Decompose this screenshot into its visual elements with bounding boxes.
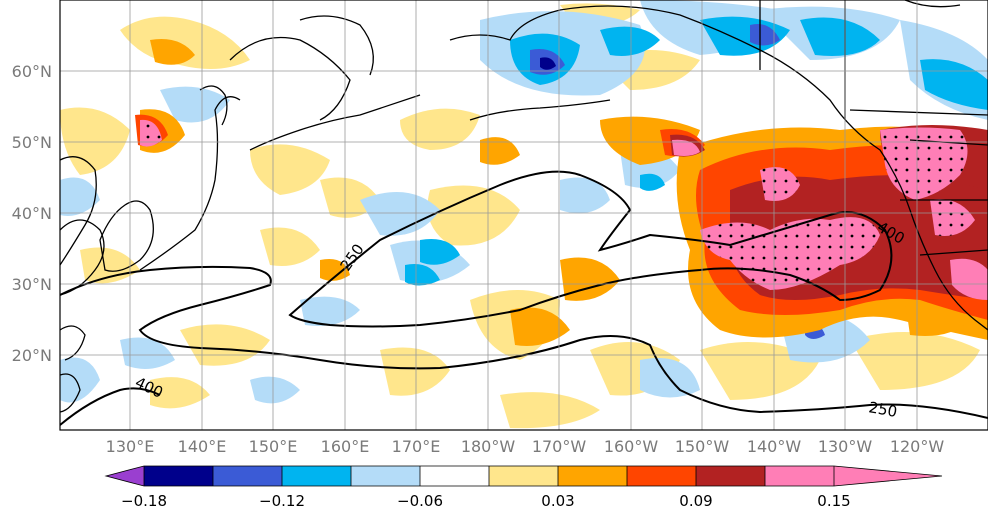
jet-contours	[60, 170, 988, 426]
contour-label-250-lower: 250	[867, 398, 898, 421]
colorbar-tick-label: 0.09	[679, 492, 712, 510]
gridlines	[60, 0, 988, 430]
colorbar-swatch	[489, 466, 558, 486]
lon-label: 180°W	[461, 437, 516, 456]
lon-label: 160°E	[321, 437, 370, 456]
colorbar-swatch	[351, 466, 420, 486]
lat-label: 60°N	[12, 62, 52, 81]
lon-label: 140°W	[747, 437, 802, 456]
lon-label: 140°E	[178, 437, 227, 456]
colorbar-tick-label: −0.06	[397, 492, 443, 510]
anomaly-field: 250 400 400 250	[60, 0, 988, 430]
lat-label: 20°N	[12, 346, 52, 365]
colorbar-swatch	[696, 466, 765, 486]
colorbar-swatch	[765, 466, 834, 486]
lon-label: 160°W	[604, 437, 659, 456]
colorbar-max-arrow	[834, 466, 942, 486]
lat-label: 40°N	[12, 204, 52, 223]
colorbar: −0.18 −0.12 −0.06 0.03 0.09 0.15	[104, 465, 943, 510]
colorbar-tick-label: −0.12	[259, 492, 305, 510]
lon-label: 150°W	[675, 437, 730, 456]
colorbar-tick-label: 0.15	[817, 492, 850, 510]
map-border	[59, 0, 988, 431]
longitude-labels: 130°E 140°E 150°E 160°E 170°E 180°W 170°…	[106, 437, 945, 456]
colorbar-swatch	[282, 466, 351, 486]
colorbar-swatch	[558, 466, 627, 486]
lon-label: 170°E	[392, 437, 441, 456]
lon-label: 130°E	[106, 437, 155, 456]
lat-label: 30°N	[12, 275, 52, 294]
colorbar-swatch	[420, 466, 489, 486]
lat-label: 50°N	[12, 133, 52, 152]
lon-label: 170°W	[532, 437, 587, 456]
colorbar-tick-label: −0.18	[121, 492, 167, 510]
colorbar-min-arrow	[106, 466, 144, 486]
lon-label: 120°W	[890, 437, 945, 456]
colorbar-tick-label: 0.03	[541, 492, 574, 510]
colorbar-swatch	[144, 466, 213, 486]
latitude-labels: 60°N 50°N 40°N 30°N 20°N	[12, 62, 52, 365]
lon-label: 150°E	[249, 437, 298, 456]
lon-label: 130°W	[818, 437, 873, 456]
significance-stippling	[140, 119, 975, 290]
coastlines	[60, 0, 988, 413]
colorbar-swatch	[213, 466, 282, 486]
colorbar-swatch	[627, 466, 696, 486]
